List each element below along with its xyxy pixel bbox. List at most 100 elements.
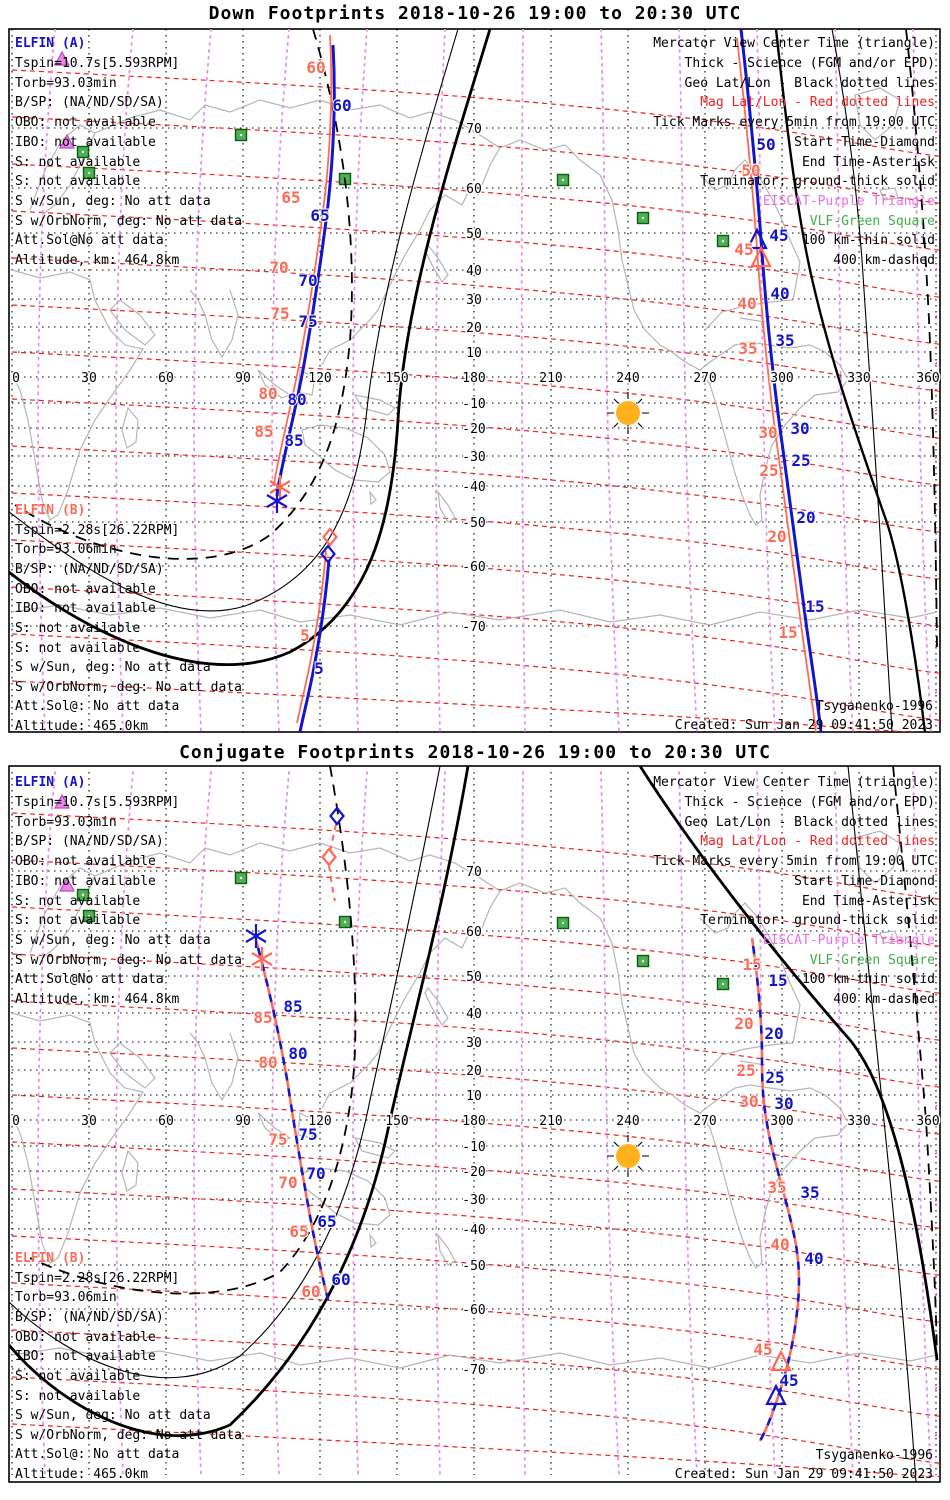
info-line: Tspin=2.28s[26.22RPM] [15,523,179,538]
legend-line: Mercator View Center Time (triangle) [653,36,935,51]
model-credit: Tsyganenko-1996 [816,699,933,714]
legend-line: 100 km-thin solid [802,972,935,987]
panel2-elfin-a-info: ELFIN (A) Tspin=10.7s[5.593RPM] Torb=93.… [15,775,242,1007]
track-tick: 85 [284,431,303,450]
track-tick: 25 [736,1061,755,1080]
info-line: S: not available [15,621,140,636]
info-line: Att.Sol@: No att data [15,699,179,714]
legend-line: 400 km-dashed [833,253,935,268]
info-line: S w/Sun, deg: No att data [15,1408,211,1423]
lon-label: 150 [385,371,408,386]
track-tick: 50 [756,135,775,154]
info-line: S: not available [15,894,140,909]
track-tick: 15 [768,971,787,990]
lon-label: 120 [308,371,331,386]
lat-label: -30 [462,450,485,465]
track-tick: 30 [758,423,777,442]
legend-line: Mag Lat/Lon - Red dotted lines [700,95,935,110]
track-tick: 35 [800,1183,819,1202]
panel2-legend: Mercator View Center Time (triangle) Thi… [653,775,935,1007]
lat-label: 50 [466,227,482,242]
terminator-ground [638,766,939,1361]
track-tick: 85 [253,1008,272,1027]
info-line: S: not available [15,1389,140,1404]
lat-label: 40 [466,1007,482,1022]
track-tick: 80 [288,1044,307,1063]
lat-label: -20 [462,422,485,437]
panel1-elfin-b-info: ELFIN (B) Tspin=2.28s[26.22RPM] Torb=93.… [15,503,242,734]
terminator-400km [14,29,353,560]
track-tick: 40 [737,294,756,313]
track-tick: 50 [741,161,760,180]
track-tick: 25 [759,461,778,480]
legend-line: VLF-Green Square [810,953,935,968]
terminator-400km-east [892,766,938,1361]
info-line: IBO: not available [15,135,156,150]
panel1-legend: Mercator View Center Time (triangle) Thi… [653,36,935,268]
legend-line: Mag Lat/Lon - Red dotted lines [700,834,935,849]
lat-label: 30 [466,293,482,308]
track-tick: 40 [770,1235,789,1254]
lat-label: 20 [466,321,482,336]
panel2-track-labels: 85 80 75 70 65 60 85 80 75 70 65 60 15 2… [252,954,824,1391]
track-tick: 65 [289,1222,308,1241]
lat-label: -10 [462,1140,485,1155]
lat-label: 70 [466,122,482,137]
info-line: B/SP: (NA/ND/SD/SA) [15,562,164,577]
legend-line: Start Time-Diamond [794,135,935,150]
lon-label: 330 [847,371,870,386]
track-tick: 40 [804,1249,823,1268]
info-line: Altitude: 465.0km [15,1467,148,1482]
terminator-ground-west [9,766,470,1437]
lon-label: 330 [847,1114,870,1129]
panel1-terminator-curves [9,29,938,732]
info-line: S: not available [15,913,140,928]
info-line: Att.Sol@No att data [15,233,164,248]
track-tick: 5 [314,659,324,678]
info-line: S: not available [15,155,140,170]
elfin-a-header: ELFIN (A) [15,36,85,51]
elfin-a-header: ELFIN (A) [15,775,85,790]
lon-label: 180 [462,371,485,386]
terminator-100km-east [847,766,917,1482]
panel2-terminator-curves [9,766,939,1482]
info-line: B/SP: (NA/ND/SD/SA) [15,95,164,110]
elfin-b-track-america [736,37,817,732]
lat-label: 60 [466,182,482,197]
track-tick: 70 [278,1173,297,1192]
legend-line: VLF-Green Square [810,214,935,229]
info-line: IBO: not available [15,1349,156,1364]
lat-label: -70 [462,1363,485,1378]
info-line: OBO: not available [15,582,156,597]
info-line: Torb=93.06min [15,542,117,557]
track-tick: 60 [332,96,351,115]
track-tick: 70 [298,271,317,290]
lon-label: 0 [12,1114,20,1129]
elfin-a-conjugate-track-east [750,937,801,1442]
track-tick: 15 [742,955,761,974]
info-line: B/SP: (NA/ND/SD/SA) [15,834,164,849]
lon-label: 30 [81,371,97,386]
track-tick: 35 [775,331,794,350]
track-tick: 45 [769,226,788,245]
track-tick: 65 [310,206,329,225]
info-line: OBO: not available [15,115,156,130]
terminator-100km [9,766,441,1379]
info-line: Tspin=2.28s[26.22RPM] [15,1271,179,1286]
elfin-b-header: ELFIN (B) [15,503,85,518]
terminator-100km-east [831,29,893,732]
track-tick: 75 [268,1130,287,1149]
legend-line: Tick Marks every 5min from 19:00 UTC [653,115,935,130]
lon-label: 180 [462,1114,485,1129]
info-line: S w/Sun, deg: No att data [15,194,211,209]
lon-label: 60 [158,1114,174,1129]
lat-label: -40 [462,1223,485,1238]
info-line: S w/Sun, deg: No att data [15,933,211,948]
legend-line: EISCAT-Purple Triangle [763,933,935,948]
lat-label: 70 [466,865,482,880]
lat-label: -10 [462,397,485,412]
lon-label: 300 [770,371,793,386]
lat-label: 40 [466,264,482,279]
info-line: Altitude, km: 464.8km [15,992,180,1007]
info-line: S w/Sun, deg: No att data [15,660,211,675]
